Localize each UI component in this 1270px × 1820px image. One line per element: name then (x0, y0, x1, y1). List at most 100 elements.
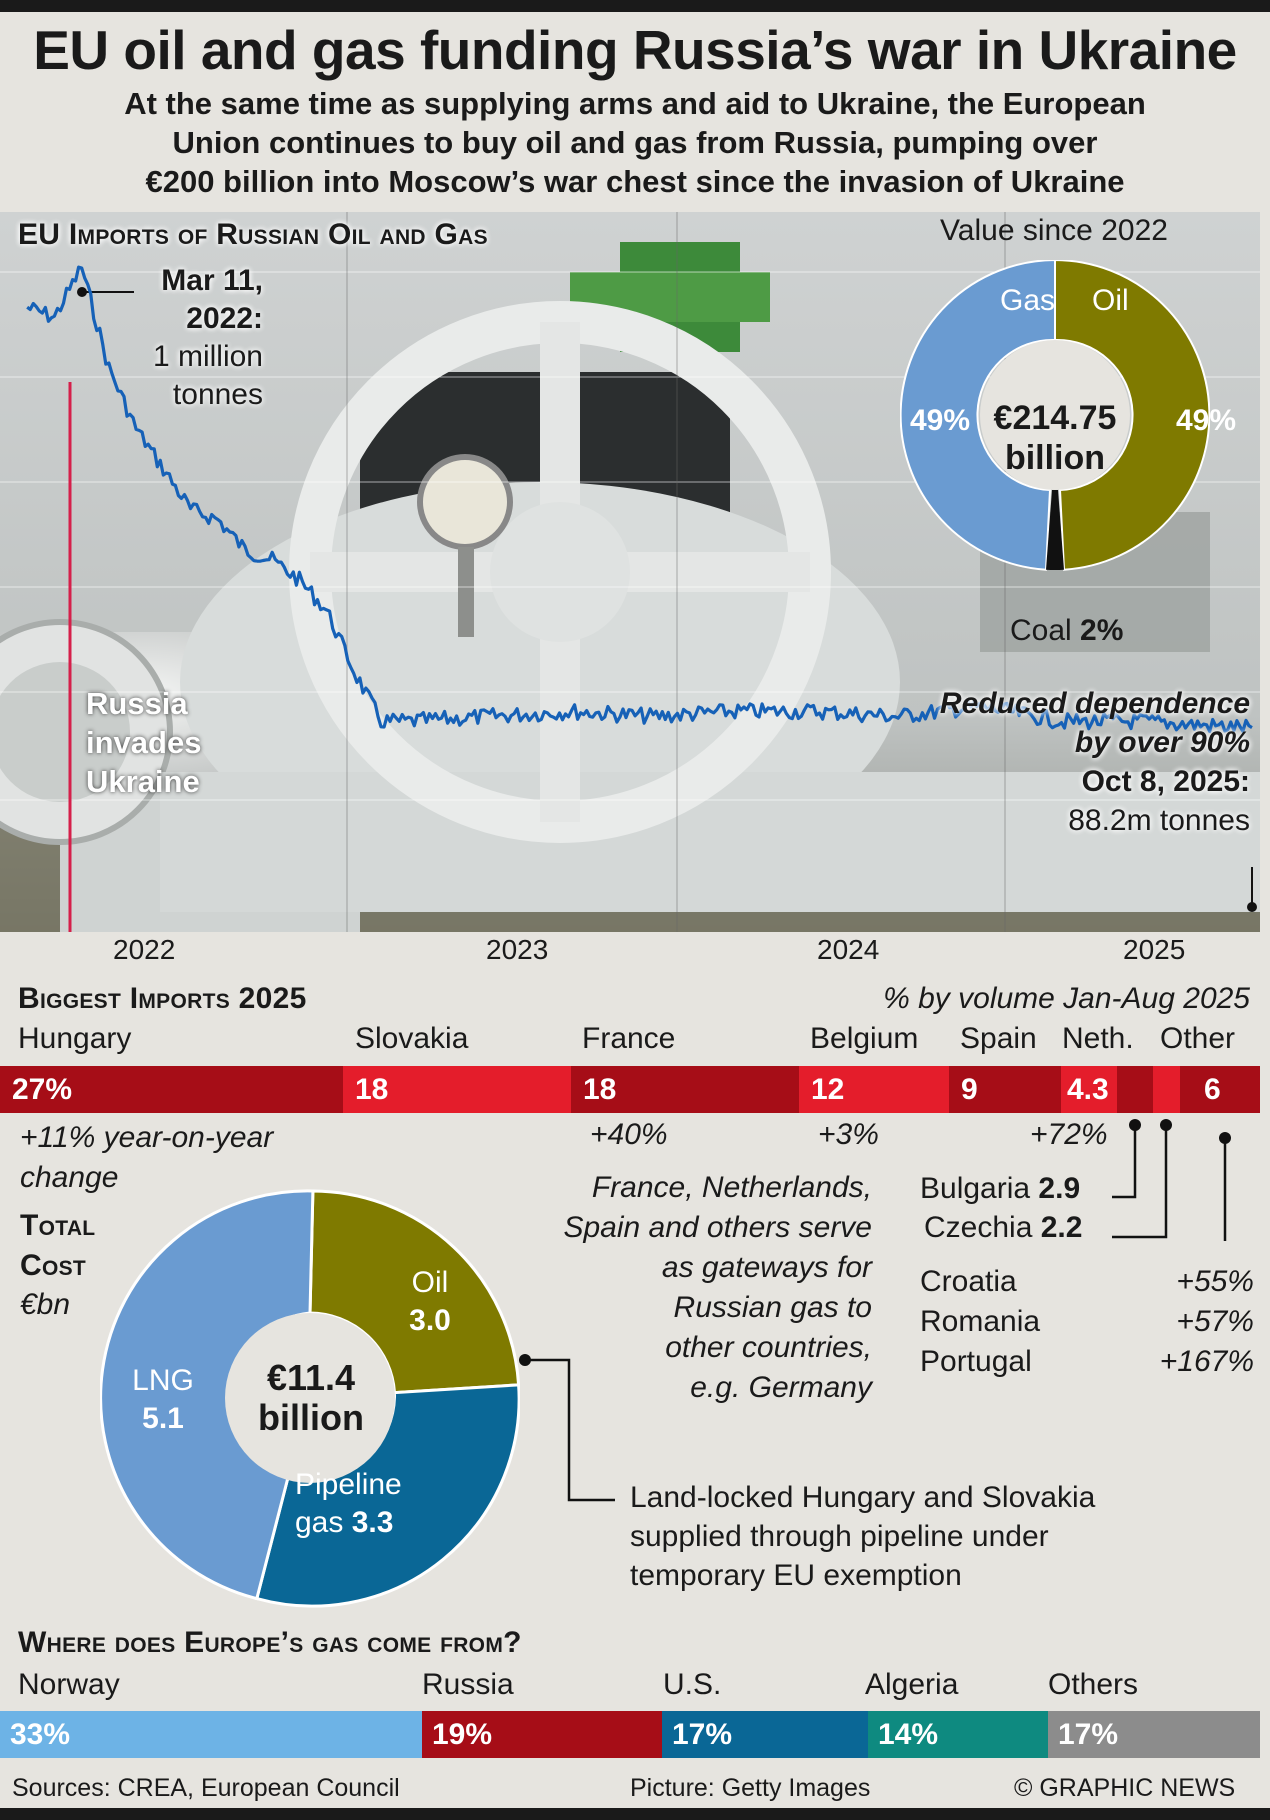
cost-donut-center: €11.4 billion (226, 1358, 396, 1438)
czechia-value: 2.2 (1040, 1211, 1083, 1244)
invasion-line: Russia (86, 686, 188, 721)
bar-belgium: 12 (799, 1066, 949, 1113)
oil-slice (1054, 260, 1210, 571)
invasion-line: Ukraine (86, 764, 200, 799)
other-country-change: +167% (1159, 1345, 1254, 1378)
subtitle-line: At the same time as supplying arms and a… (124, 86, 1146, 121)
subtitle-line: €200 billion into Moscow’s war chest sin… (145, 164, 1125, 199)
total-cost-header: Total Cost (20, 1206, 95, 1286)
pipeline-note-leader (519, 1354, 615, 1502)
total-cost-header-line: Total (20, 1209, 96, 1242)
country-slovakia: Slovakia (355, 1022, 469, 1055)
reduced-date: Oct 8, 2025: (1081, 765, 1250, 798)
czechia-label: Czechia 2.2 (924, 1211, 1082, 1245)
invasion-line: invades (86, 725, 202, 760)
other-countries-list: Croatia +55% Romania +57% Portugal +167% (920, 1262, 1254, 1382)
donut-hole (980, 340, 1130, 490)
other-country-name: Portugal (920, 1345, 1032, 1378)
bottom-rule (0, 1808, 1270, 1820)
pipeline-note-line: Land-locked Hungary and Slovakia (630, 1481, 1096, 1514)
bar-us: 17% (662, 1711, 868, 1758)
source-algeria: Algeria (865, 1668, 959, 1701)
source-russia: Russia (422, 1668, 514, 1701)
country-hungary: Hungary (18, 1022, 132, 1055)
imports-chart-header: EU Imports of Russian Oil and Gas (18, 218, 488, 251)
bar-bulgaria (1117, 1066, 1153, 1113)
bulgaria-value: 2.9 (1038, 1172, 1081, 1205)
end-marker (1247, 902, 1257, 912)
total-cost-donut-chart (100, 1189, 520, 1608)
peak-marker (77, 287, 87, 297)
other-country-change: +57% (1176, 1305, 1254, 1338)
gateway-note-line: other countries, (665, 1331, 872, 1364)
oil-pct: 49% (1176, 404, 1237, 437)
reduced-line: Reduced dependence (939, 687, 1250, 720)
gateway-note-line: France, Netherlands, (591, 1171, 872, 1204)
bar-norway: 33% (0, 1711, 422, 1758)
gateway-note-line: Russian gas to (673, 1291, 872, 1324)
cost-center-unit: billion (258, 1397, 364, 1438)
pipeline-cost-name: Pipeline (295, 1468, 402, 1501)
pipeline-cost-name2: gas (295, 1506, 344, 1539)
country-other: Other (1160, 1022, 1236, 1055)
lng-cost-label: LNG 5.1 (128, 1362, 198, 1438)
source-us: U.S. (663, 1668, 722, 1701)
peak-year: 2022: (186, 302, 263, 335)
main-title: EU oil and gas funding Russia’s war in U… (33, 19, 1237, 81)
country-france: France (582, 1022, 676, 1055)
biggest-imports-header: Biggest Imports 2025 (18, 982, 307, 1015)
cost-donut-hole (225, 1313, 395, 1483)
gateway-note-line: e.g. Germany (690, 1371, 872, 1404)
gas-label: Gas (1000, 284, 1056, 317)
source-others: Others (1048, 1668, 1139, 1701)
bar-hungary: 27% (0, 1066, 343, 1113)
bar-slovakia: 18 (343, 1066, 571, 1113)
imports-line-chart (26, 265, 1257, 932)
hungary-yoy-line: change (20, 1161, 119, 1194)
bar-others: 17% (1048, 1711, 1260, 1758)
gas-sources-header: Where does Europe’s gas come from? (18, 1626, 522, 1659)
x-tick-2025: 2025 (1123, 934, 1186, 965)
subtitle-line: Union continues to buy oil and gas from … (172, 125, 1098, 160)
cost-center-amount: €11.4 (266, 1357, 356, 1398)
footer-credit: © GRAPHIC NEWS (1014, 1774, 1236, 1802)
imports-series-line (26, 265, 1253, 734)
footer-picture: Picture: Getty Images (630, 1774, 871, 1802)
france-yoy: +40% (590, 1118, 668, 1151)
other-country-change: +55% (1176, 1265, 1254, 1298)
reduced-value: 88.2m tonnes (1068, 804, 1250, 837)
other-country-name: Croatia (920, 1265, 1017, 1298)
coal-pct: 2% (1080, 614, 1124, 647)
invasion-annotation: Russia invades Ukraine (86, 684, 201, 801)
gas-slice (900, 260, 1056, 571)
center-unit: billion (1004, 439, 1106, 477)
other-country-name: Romania (920, 1305, 1041, 1338)
belgium-yoy: +3% (818, 1118, 879, 1151)
total-cost-unit: €bn (20, 1288, 71, 1321)
oil-cost-value: 3.0 (409, 1304, 451, 1337)
bulgaria-name: Bulgaria (920, 1172, 1031, 1205)
subtitle: At the same time as supplying arms and a… (30, 84, 1240, 201)
czechia-name: Czechia (924, 1211, 1033, 1244)
pipeline-note-line: temporary EU exemption (630, 1559, 962, 1592)
other-country-row: Romania +57% (920, 1302, 1254, 1342)
bar-algeria: 14% (868, 1711, 1048, 1758)
value-donut-center: €214.75 billion (975, 398, 1135, 478)
coal-slice (1046, 490, 1064, 570)
bar-france: 18 (571, 1066, 799, 1113)
bulgaria-label: Bulgaria 2.9 (920, 1172, 1080, 1206)
value-donut-chart (900, 260, 1210, 571)
x-tick-2024: 2024 (817, 934, 880, 965)
gateway-note-line: as gateways for (661, 1251, 872, 1284)
total-cost-header-line: Cost (20, 1249, 87, 1282)
center-amount: €214.75 (993, 399, 1117, 437)
gas-pct: 49% (910, 404, 971, 437)
coal-label: Coal (1010, 614, 1072, 647)
other-country-row: Portugal +167% (920, 1342, 1254, 1382)
x-tick-2022: 2022 (113, 934, 176, 965)
bar-other: 6 (1180, 1066, 1260, 1113)
bar-czechia (1153, 1066, 1180, 1113)
hungary-yoy-line: +11% year-on-year (20, 1121, 274, 1154)
lng-cost-name: LNG (132, 1364, 194, 1397)
source-norway: Norway (18, 1668, 120, 1701)
